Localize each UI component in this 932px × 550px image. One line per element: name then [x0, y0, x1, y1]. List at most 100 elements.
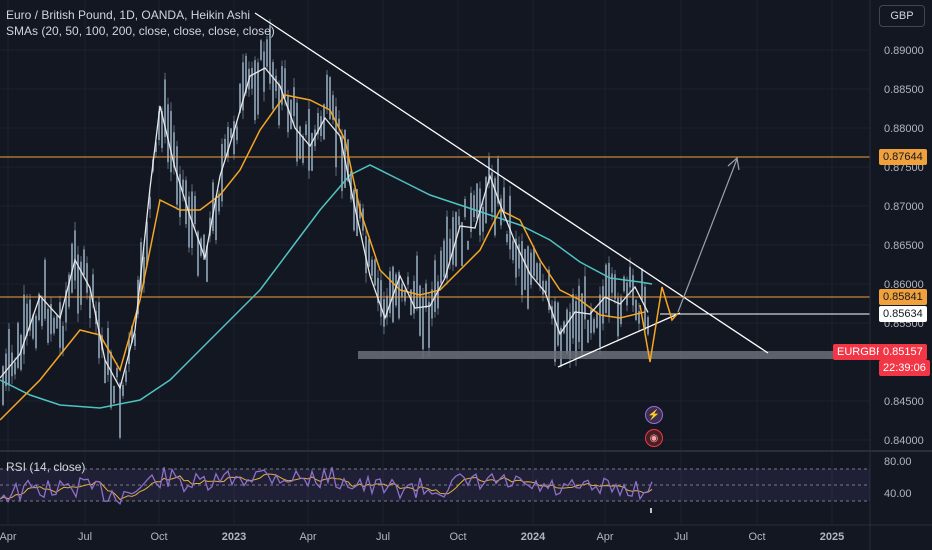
candle: [347, 139, 349, 182]
candle: [509, 195, 511, 250]
sma-200-line: [0, 164, 653, 409]
candle: [530, 252, 532, 285]
symbol-legend[interactable]: Euro / British Pound, 1D, OANDA, Heikin …: [6, 8, 251, 22]
candle: [140, 242, 142, 292]
candle: [287, 95, 289, 133]
ascending-trendline[interactable]: [557, 312, 681, 368]
candle: [641, 269, 643, 301]
dividend-icon[interactable]: ◉: [645, 429, 663, 447]
candle: [575, 301, 577, 359]
heikin-ashi-candles: [2, 18, 649, 440]
candle: [239, 83, 241, 113]
candle: [116, 368, 118, 378]
descending-trendline[interactable]: [254, 12, 769, 354]
candle: [302, 136, 304, 164]
candle: [440, 250, 442, 284]
candle: [317, 113, 319, 135]
candle: [104, 360, 106, 384]
candle: [56, 315, 58, 329]
lightning-icon[interactable]: ⚡: [645, 406, 663, 424]
candle: [146, 221, 148, 265]
candle: [158, 111, 160, 140]
candle: [386, 295, 388, 318]
candle: [437, 281, 439, 309]
candle: [626, 282, 628, 306]
projection-arrow[interactable]: [677, 158, 738, 313]
candle: [350, 171, 352, 200]
candle: [59, 302, 61, 348]
candle: [89, 295, 91, 319]
support-zone[interactable]: [358, 351, 870, 359]
rsi-legend[interactable]: RSI (14, close): [6, 460, 86, 474]
candle: [332, 95, 334, 120]
last-price-tag: 0.85157: [879, 344, 927, 360]
sma-100-line: [0, 94, 646, 421]
candle: [464, 199, 466, 218]
candle: [527, 246, 529, 309]
mid-level-tag: 0.85841: [879, 289, 927, 305]
candle: [17, 322, 19, 368]
candle: [149, 196, 151, 210]
white-level-tag: 0.85634: [879, 306, 927, 322]
candle: [503, 187, 505, 213]
candle: [500, 198, 502, 226]
candle: [221, 144, 223, 202]
candle: [164, 79, 166, 137]
candle: [257, 62, 259, 115]
candle: [398, 272, 400, 319]
candle: [581, 293, 583, 356]
time-tick-label: Oct: [449, 531, 466, 543]
candle: [92, 274, 94, 303]
candle: [566, 309, 568, 354]
candle: [5, 353, 7, 386]
candle: [71, 243, 73, 293]
candle: [449, 238, 451, 260]
candle: [476, 183, 478, 219]
candle: [434, 260, 436, 313]
candle: [62, 325, 64, 352]
time-tick-label: Jul: [674, 531, 688, 543]
candle: [620, 296, 622, 325]
candle: [524, 249, 526, 290]
candle: [485, 176, 487, 224]
candle: [77, 254, 79, 314]
candle: [29, 299, 31, 331]
candle: [515, 238, 517, 278]
time-tick-label: 2024: [521, 531, 546, 543]
candle: [335, 106, 337, 168]
candle: [86, 263, 88, 293]
price-tick-label: 0.87000: [884, 201, 924, 213]
candle: [53, 317, 55, 334]
candle: [353, 189, 355, 231]
price-tick-label: 0.87500: [884, 162, 924, 174]
candle: [407, 276, 409, 285]
candle: [431, 289, 433, 319]
candle: [635, 299, 637, 320]
time-tick-label: Jul: [78, 531, 92, 543]
candle: [383, 299, 385, 327]
candle: [65, 290, 67, 323]
candle: [188, 196, 190, 248]
price-tick-label: 0.86000: [884, 279, 924, 291]
candle: [539, 263, 541, 287]
candle: [533, 248, 535, 276]
candle: [8, 328, 10, 386]
time-tick-label: Oct: [150, 531, 167, 543]
candle: [131, 325, 133, 343]
candle: [587, 320, 589, 343]
candle: [599, 294, 601, 348]
sma-legend[interactable]: SMAs (20, 50, 100, 200, close, close, cl…: [6, 24, 275, 38]
rsi-axis: 80.00 40.00: [884, 456, 912, 500]
candle: [173, 132, 175, 168]
candle: [38, 293, 40, 320]
price-tick-label: 0.88000: [884, 123, 924, 135]
arrow-head: [727, 156, 740, 171]
candle: [281, 66, 283, 105]
candle: [644, 286, 646, 331]
currency-button[interactable]: GBP: [879, 5, 925, 27]
candle: [518, 244, 520, 269]
candle: [593, 319, 595, 333]
projection-zigzag[interactable]: [639, 286, 679, 363]
price-tick-label: 0.89000: [884, 45, 924, 57]
